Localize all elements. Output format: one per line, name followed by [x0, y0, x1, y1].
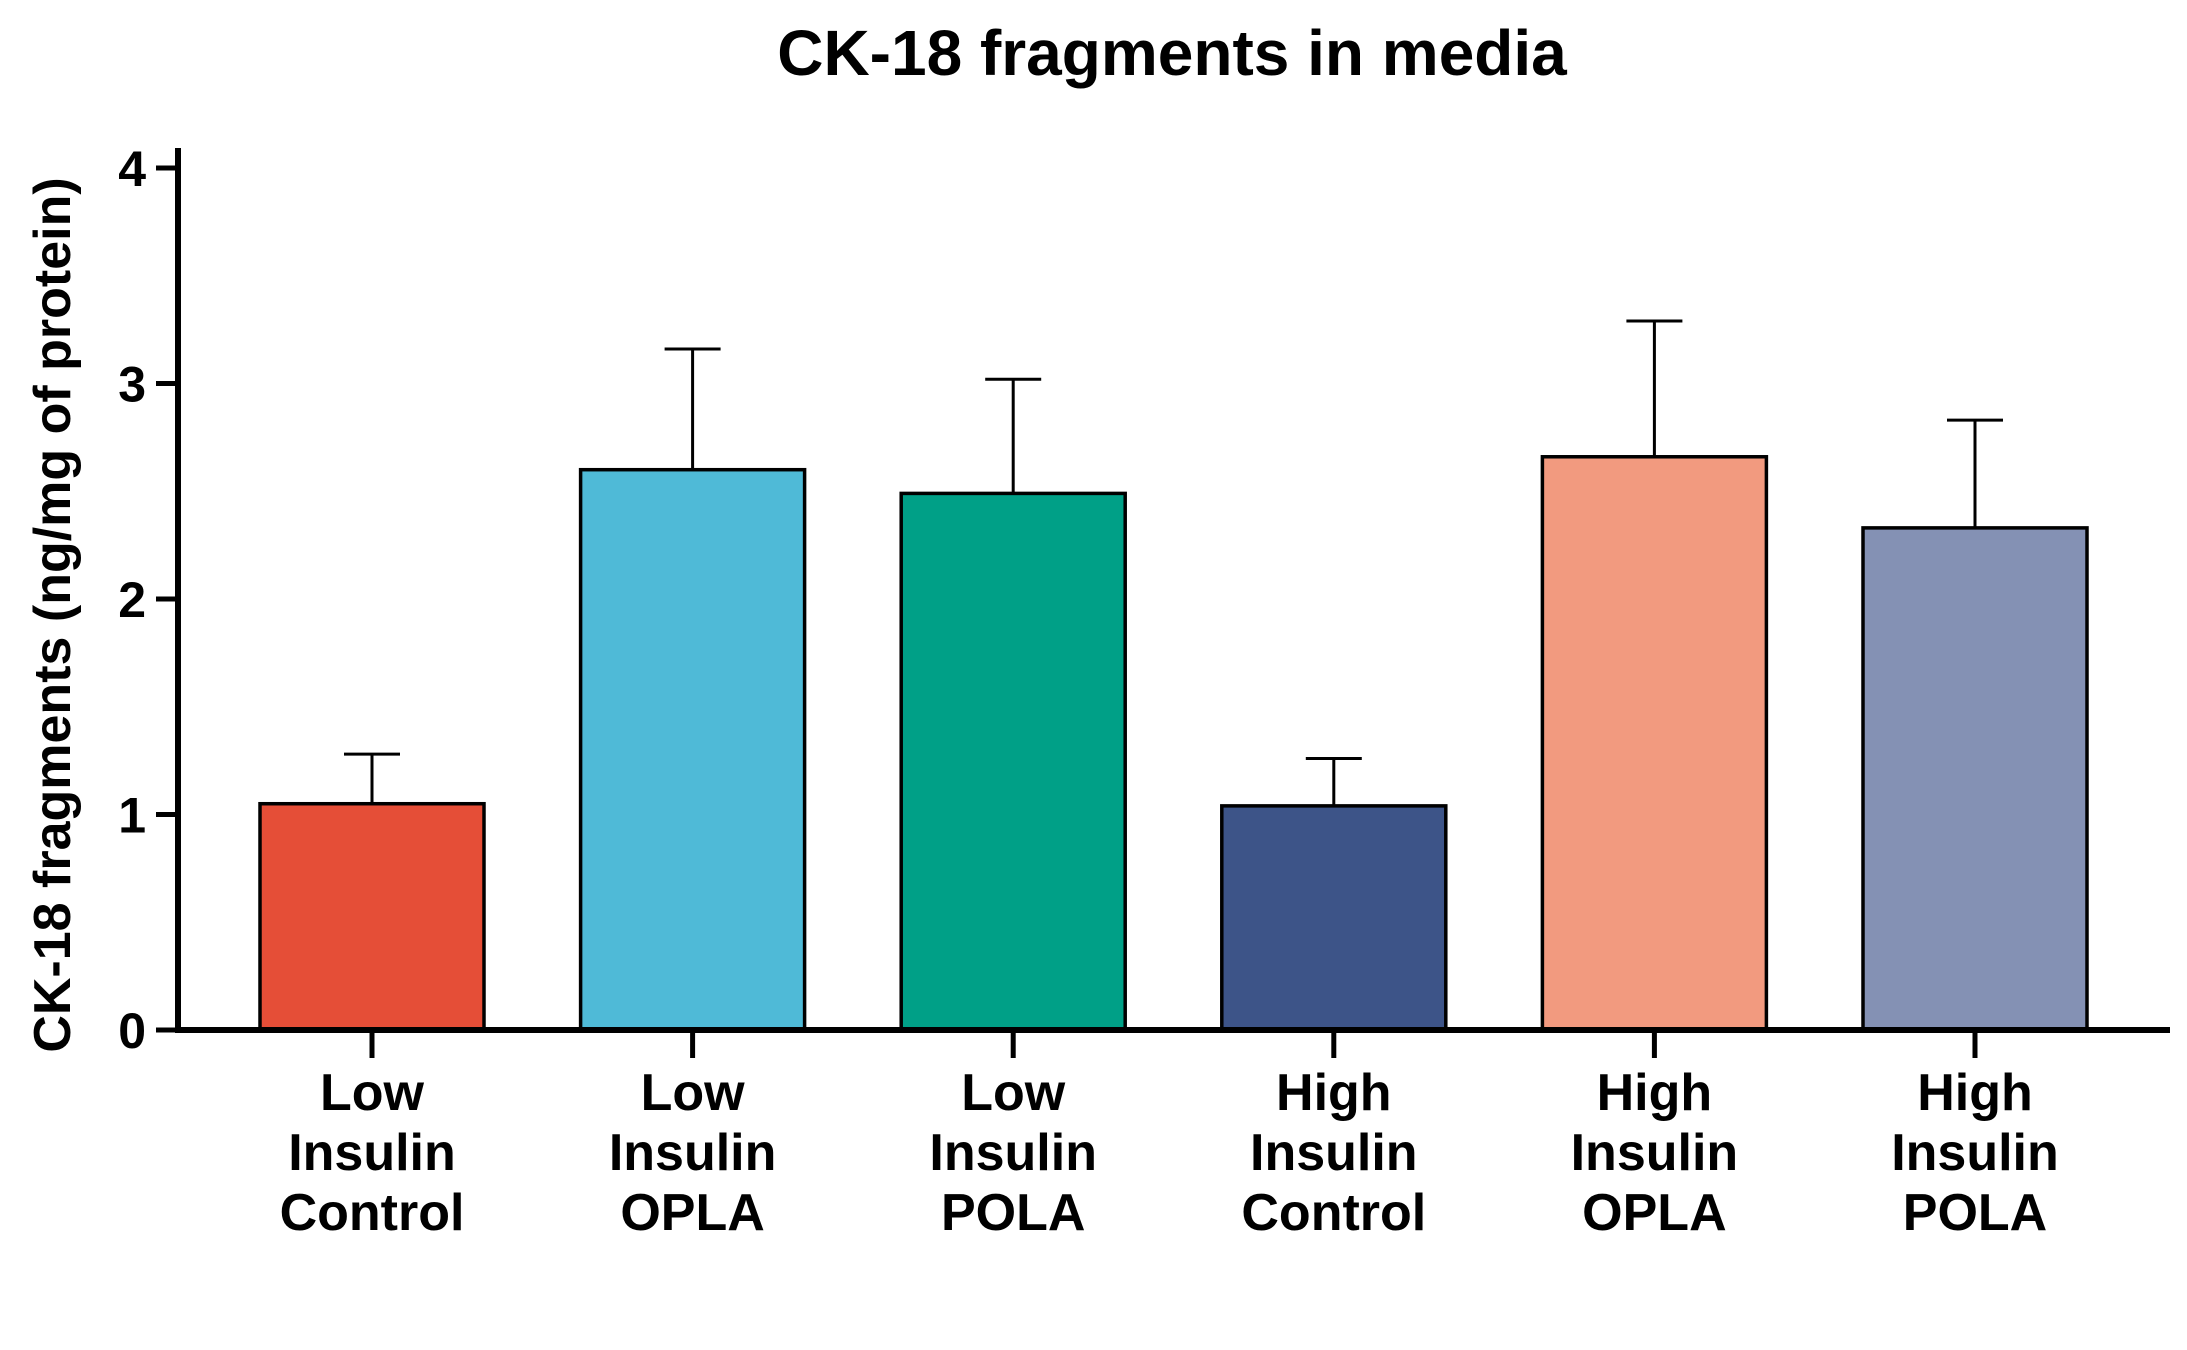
bar-3 — [1220, 804, 1448, 1032]
category-label-line: Insulin — [609, 1124, 777, 1182]
category-label-3: High Insulin Control — [1241, 1064, 1426, 1242]
category-label-line: POLA — [941, 1184, 1085, 1242]
category-label-1: Low Insulin OPLA — [609, 1064, 777, 1242]
bar-2 — [899, 491, 1127, 1032]
bar-5 — [1861, 526, 2089, 1032]
y-tick-label-3: 3 — [118, 357, 146, 413]
category-label-0: Low Insulin Control — [280, 1064, 465, 1242]
category-label-line: High — [1917, 1064, 2033, 1122]
category-label-line: Low — [320, 1064, 425, 1122]
category-label-line: Low — [641, 1064, 746, 1122]
category-label-line: Insulin — [288, 1124, 456, 1182]
y-tick-label-2: 2 — [118, 572, 146, 628]
y-tick-label-1: 1 — [118, 788, 146, 844]
category-label-line: OPLA — [620, 1184, 764, 1242]
category-label-line: Insulin — [1250, 1124, 1418, 1182]
category-label-line: OPLA — [1582, 1184, 1726, 1242]
y-axis-label: CK-18 fragments (ng/mg of protein) — [24, 177, 82, 1052]
chart-title: CK-18 fragments in media — [777, 17, 1567, 89]
category-label-4: High Insulin OPLA — [1571, 1064, 1739, 1242]
category-label-line: POLA — [1903, 1184, 2047, 1242]
category-label-2: Low Insulin POLA — [929, 1064, 1097, 1242]
category-label-line: Insulin — [1571, 1124, 1739, 1182]
bar-1 — [578, 467, 807, 1032]
y-tick-label-4: 4 — [118, 141, 146, 197]
bar-4 — [1540, 455, 1769, 1032]
category-label-line: Control — [1241, 1184, 1426, 1242]
category-label-5: High Insulin POLA — [1891, 1064, 2059, 1242]
category-label-line: Insulin — [1891, 1124, 2059, 1182]
bar-0 — [258, 801, 486, 1032]
category-label-line: Insulin — [929, 1124, 1097, 1182]
category-label-line: High — [1276, 1064, 1392, 1122]
category-label-line: Control — [280, 1184, 465, 1242]
y-tick-label-0: 0 — [118, 1003, 146, 1059]
category-label-line: High — [1597, 1064, 1713, 1122]
category-label-line: Low — [961, 1064, 1066, 1122]
